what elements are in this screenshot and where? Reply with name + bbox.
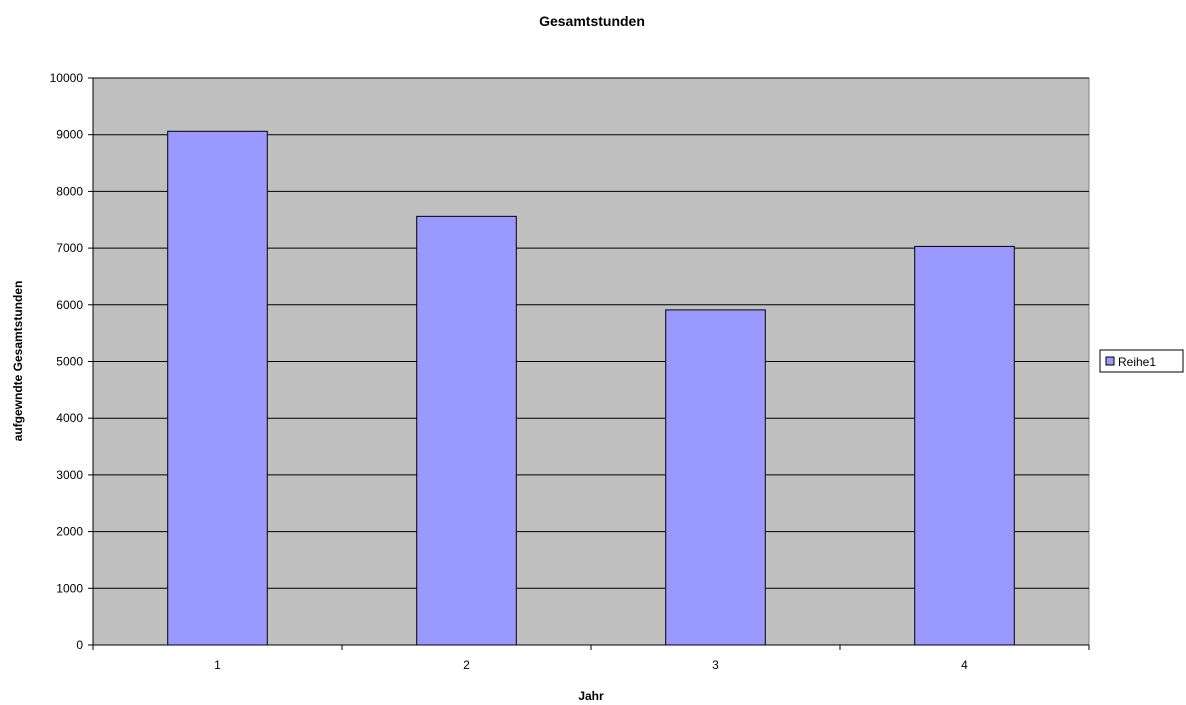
y-tick-label: 2000 — [56, 525, 83, 539]
y-tick-label: 1000 — [56, 581, 83, 595]
bar-1 — [167, 130, 268, 646]
x-tick-label: 1 — [214, 658, 221, 672]
legend: Reihe1 — [1099, 349, 1184, 373]
x-axis-label: Jahr — [578, 689, 604, 703]
y-tick-label: 10000 — [50, 71, 84, 85]
y-tick-labels: 0 1000 2000 3000 4000 5000 6000 7000 8000 9000 100… — [50, 71, 84, 652]
y-axis-label: aufgewndte Gesamtstunden — [11, 281, 25, 442]
y-tick-label: 3000 — [56, 468, 83, 482]
y-tick-label: 7000 — [56, 241, 83, 255]
x-tick-label: 4 — [961, 658, 968, 672]
y-tick-label: 9000 — [56, 128, 83, 142]
x-tick-label: 3 — [712, 658, 719, 672]
bars — [167, 130, 1015, 646]
y-tick-label: 4000 — [56, 411, 83, 425]
y-tick-label: 8000 — [56, 184, 83, 198]
y-tick-label: 6000 — [56, 298, 83, 312]
bar-4 — [914, 245, 1015, 646]
legend-swatch — [1105, 356, 1115, 366]
legend-label-reihe1: Reihe1 — [1118, 355, 1156, 369]
axes — [88, 77, 1090, 650]
x-tick-label: 2 — [463, 658, 470, 672]
y-tick-label: 0 — [76, 638, 83, 652]
x-tick-labels: 1 2 3 4 — [214, 658, 968, 672]
legend-box — [1099, 349, 1184, 373]
chart-title: Gesamtstunden — [539, 13, 645, 29]
y-tick-label: 5000 — [56, 355, 83, 369]
bar-2 — [416, 215, 517, 646]
bar-3 — [665, 309, 766, 646]
